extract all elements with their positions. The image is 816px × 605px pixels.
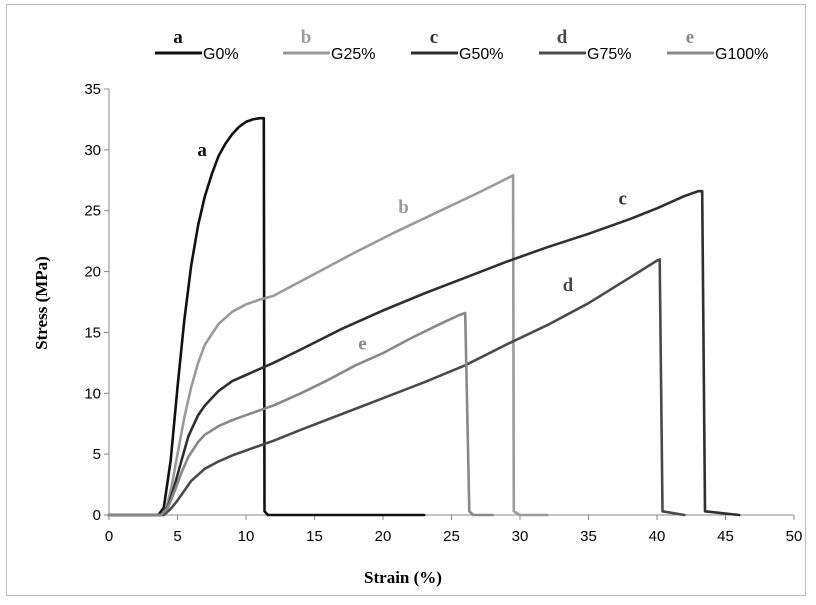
x-tick-label: 15 xyxy=(306,528,323,545)
y-tick-label: 25 xyxy=(84,203,101,220)
legend-letter-e: e xyxy=(686,27,694,48)
x-tick-label: 0 xyxy=(105,528,113,545)
y-axis-title: Stress (MPa) xyxy=(32,256,51,350)
series-line-g100pct xyxy=(107,311,494,517)
chart-frame: a G0% b G25% c G50% d G75% e G100% 0 5 10 15 20 25 30 35… xyxy=(6,4,806,596)
x-tick-label: 50 xyxy=(786,528,803,545)
x-axis-title: Strain (%) xyxy=(364,568,442,587)
axes: 0 5 10 15 20 25 30 35 40 45 50 0 5 10 15 20 25 30 35 xyxy=(84,81,802,545)
x-tick-label: 10 xyxy=(238,528,255,545)
legend-letter-c: c xyxy=(430,27,438,48)
legend-letter-b: b xyxy=(301,27,312,48)
series-line-g25pct xyxy=(107,174,549,517)
x-tick-label: 20 xyxy=(375,528,392,545)
series-line-g75pct xyxy=(107,258,686,517)
x-tick-label: 5 xyxy=(173,528,181,545)
x-tick-label: 25 xyxy=(443,528,460,545)
curve-label-e: e xyxy=(358,333,366,354)
x-tick-label: 30 xyxy=(512,528,529,545)
curve-label-d: d xyxy=(563,275,574,296)
y-tick-label: 30 xyxy=(84,142,101,159)
curve-label-a: a xyxy=(197,140,207,161)
curve-label-c: c xyxy=(619,189,627,210)
legend-letter-a: a xyxy=(173,27,183,48)
legend-name-b: G25% xyxy=(331,46,375,63)
y-tick-label: 35 xyxy=(84,81,101,98)
legend-name-c: G50% xyxy=(459,46,503,63)
legend-name-a: G0% xyxy=(203,46,239,63)
plot-area: a b c d e xyxy=(107,116,741,517)
legend-name-e: G100% xyxy=(715,46,768,63)
y-tick-label: 5 xyxy=(93,446,101,463)
y-tick-label: 0 xyxy=(93,507,101,524)
legend-letter-d: d xyxy=(557,27,568,48)
x-tick-label: 40 xyxy=(649,528,666,545)
curve-label-b: b xyxy=(398,197,409,218)
y-tick-label: 10 xyxy=(84,385,101,402)
series-line-g0pct xyxy=(107,116,426,517)
x-tick-label: 35 xyxy=(580,528,597,545)
stress-strain-chart: a G0% b G25% c G50% d G75% e G100% 0 5 10 15 20 25 30 35… xyxy=(32,27,802,587)
legend-name-d: G75% xyxy=(587,46,631,63)
y-tick-label: 15 xyxy=(84,324,101,341)
legend: a G0% b G25% c G50% d G75% e G100% xyxy=(155,27,768,63)
x-tick-label: 45 xyxy=(717,528,734,545)
y-tick-label: 20 xyxy=(84,264,101,281)
series-line-g50pct xyxy=(107,189,741,517)
